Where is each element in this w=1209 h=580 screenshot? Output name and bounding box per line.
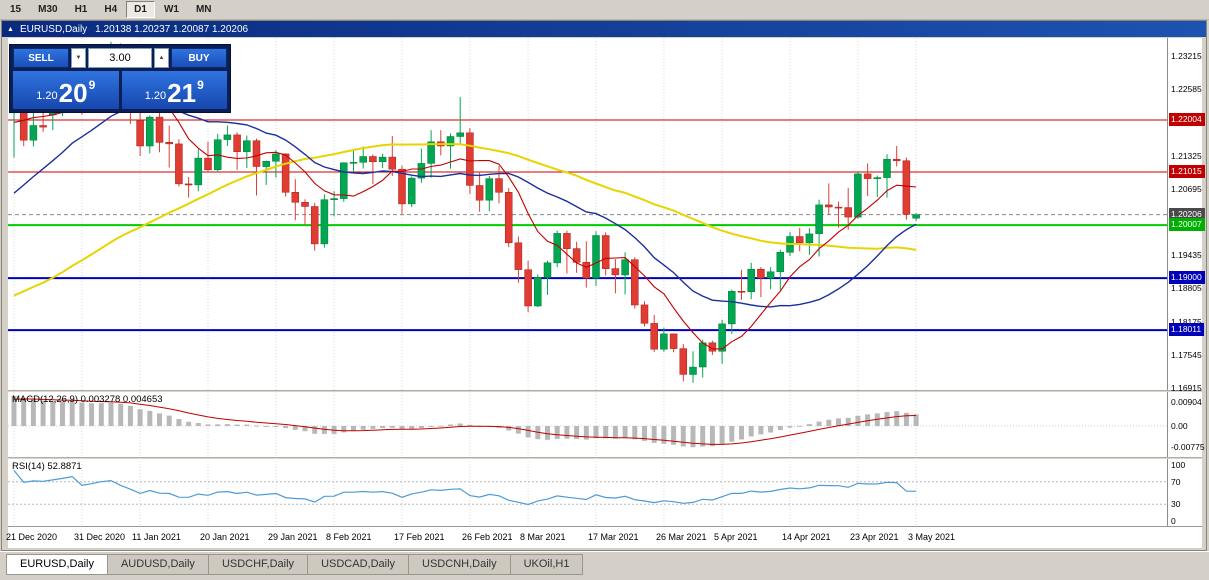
date-label: 29 Jan 2021 (268, 532, 318, 542)
volume-decrease-button[interactable]: ▼ (71, 48, 86, 68)
sell-price-prefix: 1.20 (36, 90, 58, 102)
rsi-pane-separator[interactable] (8, 457, 1202, 459)
timeframe-button-15[interactable]: 15 (10, 4, 22, 15)
price-tag: 1.21015 (1169, 165, 1205, 178)
sell-price-sup: 9 (88, 78, 96, 92)
time-axis: 21 Dec 2020 31 Dec 2020 11 Jan 2021 20 Jan … (6, 528, 1167, 546)
timeframe-button-w1[interactable]: W1 (163, 4, 179, 15)
sell-price-big: 20 (58, 78, 88, 108)
ma-50-line (13, 143, 917, 297)
price-axis: 1.23215 1.22585 1.21325 1.20695 1.19435 1.188… (1169, 38, 1209, 526)
chart-title-ohlc: 1.20138 1.20237 1.20087 1.20206 (95, 23, 249, 35)
timeframe-toolbar: 15 M30 H1 H4 D1 W1 MN (0, 0, 1209, 20)
chart-title-bar: ▲ EURUSD,Daily 1.20138 1.20237 1.20087 1… (2, 21, 1207, 37)
chart-tab-ukoil-h1[interactable]: UKOil,H1 (510, 554, 584, 575)
timeframe-button-mn[interactable]: MN (195, 4, 212, 15)
buy-price-display[interactable]: 1.20 21 9 (121, 71, 227, 109)
date-label: 31 Dec 2020 (74, 532, 126, 542)
price-axis-label: 1.20695 (1171, 184, 1202, 194)
date-label: 21 Dec 2020 (6, 532, 58, 542)
macd-indicator-label: MACD(12,26,9) 0.003278 0.004653 (12, 394, 163, 405)
chart-tab-usdchf-daily[interactable]: USDCHF,Daily (208, 554, 309, 575)
chart-tab-audusd-daily[interactable]: AUDUSD,Daily (107, 554, 209, 575)
rsi-axis-label: 30 (1171, 499, 1181, 509)
timeframe-button-h4[interactable]: H4 (104, 4, 118, 15)
macd-histogram (11, 396, 919, 448)
macd-axis-label: 0.00904 (1171, 397, 1202, 407)
price-tag: 1.20007 (1169, 218, 1205, 231)
price-chart-canvas[interactable] (8, 38, 1167, 526)
chart-title-symbol: EURUSD,Daily (19, 23, 88, 35)
price-axis-label: 1.18175 (1171, 317, 1202, 327)
price-axis-label: 1.19435 (1171, 250, 1202, 260)
date-label: 26 Mar 2021 (656, 532, 707, 542)
rsi-axis-label: 70 (1171, 477, 1181, 487)
chart-plot-background (8, 38, 1202, 548)
price-axis-separator (1167, 38, 1168, 526)
macd-signal-line (13, 398, 917, 445)
buy-price-big: 21 (167, 78, 197, 108)
date-label: 3 May 2021 (908, 532, 956, 542)
timeframe-button-m30[interactable]: M30 (38, 4, 58, 15)
sell-price-display[interactable]: 1.20 20 9 (13, 71, 119, 109)
rsi-axis-label: 100 (1171, 460, 1186, 470)
sell-button[interactable]: SELL (13, 48, 69, 68)
date-label: 20 Jan 2021 (200, 532, 250, 542)
chart-tab-usdcnh-daily[interactable]: USDCNH,Daily (409, 554, 511, 575)
macd-axis-label: 0.00 (1171, 421, 1188, 431)
price-tag: 1.20206 (1169, 208, 1205, 221)
rsi-indicator-label: RSI(14) 52.8871 (12, 461, 82, 472)
price-tag: 1.22004 (1169, 113, 1205, 126)
one-click-trade-panel: SELL ▼ ▲ BUY 1.20 20 9 1.20 21 9 (9, 44, 231, 113)
collapse-trade-panel-icon[interactable]: ▲ (7, 25, 14, 33)
chart-tab-usdcad-daily[interactable]: USDCAD,Daily (308, 554, 410, 575)
date-label: 26 Feb 2021 (462, 532, 513, 542)
chart-tabs-bar: EURUSD,Daily AUDUSD,Daily USDCHF,Daily USDC… (0, 551, 1209, 580)
chart-tab-eurusd-daily[interactable]: EURUSD,Daily (6, 554, 108, 575)
rsi-axis-label: 0 (1171, 516, 1176, 526)
time-axis-separator (8, 526, 1202, 527)
price-axis-label: 1.21325 (1171, 151, 1202, 161)
date-label: 8 Feb 2021 (326, 532, 372, 542)
volume-increase-button[interactable]: ▲ (154, 48, 169, 68)
volume-input[interactable] (88, 48, 152, 68)
price-tag: 1.18011 (1169, 323, 1205, 336)
rsi-line (13, 470, 917, 506)
price-axis-label: 1.17545 (1171, 350, 1202, 360)
price-axis-label: 1.16915 (1171, 383, 1202, 393)
timeframe-button-h1[interactable]: H1 (74, 4, 88, 15)
timeframe-button-d1[interactable]: D1 (126, 1, 155, 18)
buy-price-prefix: 1.20 (144, 90, 167, 102)
macd-pane-separator[interactable] (8, 390, 1202, 392)
date-label: 11 Jan 2021 (132, 532, 181, 542)
price-axis-label: 1.22585 (1171, 84, 1202, 94)
buy-button[interactable]: BUY (171, 48, 227, 68)
macd-axis-label: -0.00775 (1171, 442, 1205, 452)
date-label: 17 Feb 2021 (394, 532, 445, 542)
price-axis-label: 1.18805 (1171, 283, 1202, 293)
date-label: 5 Apr 2021 (714, 532, 758, 542)
price-tag: 1.19000 (1169, 271, 1205, 284)
date-label: 8 Mar 2021 (520, 532, 566, 542)
buy-price-sup: 9 (197, 78, 204, 92)
date-label: 17 Mar 2021 (588, 532, 639, 542)
date-label: 14 Apr 2021 (782, 532, 831, 542)
date-label: 23 Apr 2021 (850, 532, 899, 542)
price-axis-label: 1.23215 (1171, 51, 1202, 61)
